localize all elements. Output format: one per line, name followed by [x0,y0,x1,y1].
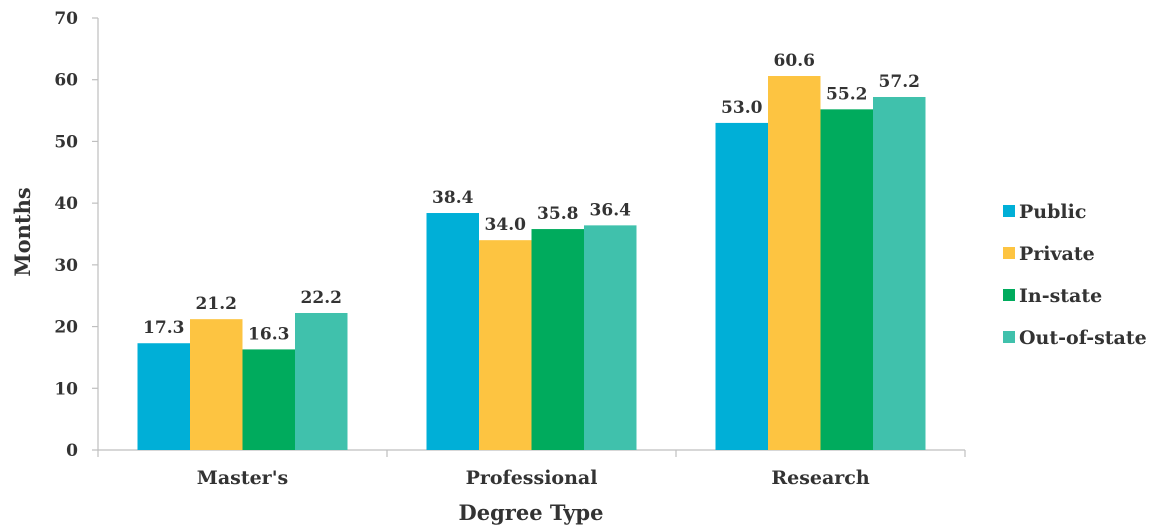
bar-out-of-state [584,225,637,450]
y-axis-title: Months [10,187,35,276]
data-label: 36.4 [590,200,632,220]
bar-public [426,213,479,450]
bar-private [768,76,821,451]
legend-item-label: Private [1019,243,1095,265]
x-tick-label: Professional [466,467,598,489]
x-axis: Master's Professional Research [97,449,966,489]
bars [137,76,926,451]
data-label: 22.2 [301,288,342,308]
data-label: 57.2 [879,72,920,92]
y-tick-label: 60 [54,71,78,91]
y-axis: 0 10 20 30 40 50 60 70 [54,9,99,461]
data-label: 55.2 [826,84,867,104]
y-tick-label: 20 [54,318,78,338]
data-label: 53.0 [721,98,763,118]
data-label: 16.3 [248,324,289,344]
x-tick-label: Master's [197,467,288,489]
y-tick-label: 50 [54,132,78,152]
y-tick-label: 10 [54,379,78,399]
data-label: 21.2 [196,294,237,314]
legend: Public Private In-state Out-of-state [1003,201,1147,349]
legend-swatch [1003,331,1015,343]
legend-item-label: Out-of-state [1019,327,1147,349]
bar-out-of-state [873,96,926,450]
bar-public [715,122,768,451]
data-label: 38.4 [432,188,474,208]
bar-private [479,240,532,450]
bar-in-state [531,229,584,450]
y-tick-label: 70 [54,9,78,29]
data-label: 17.3 [143,318,184,338]
y-tick-label: 30 [54,256,78,276]
bar-in-state [242,349,295,450]
data-label: 35.8 [537,204,578,224]
legend-item-label: Public [1019,201,1086,223]
x-axis-title: Degree Type [459,500,604,525]
bar-in-state [820,109,873,450]
bar-public [137,343,190,450]
data-label: 60.6 [774,51,815,71]
legend-swatch [1003,289,1015,301]
y-tick-label: 40 [54,194,78,214]
legend-swatch [1003,247,1015,259]
data-labels: 17.3 21.2 16.3 22.2 38.4 34.0 35.8 36.4 53.0 60.6… [143,51,920,344]
legend-swatch [1003,205,1015,217]
bar-out-of-state [295,312,348,450]
data-label: 34.0 [485,215,527,235]
y-tick-label: 0 [66,441,78,461]
bar-private [190,319,243,450]
x-tick-label: Research [771,467,870,489]
legend-item-label: In-state [1019,285,1102,307]
